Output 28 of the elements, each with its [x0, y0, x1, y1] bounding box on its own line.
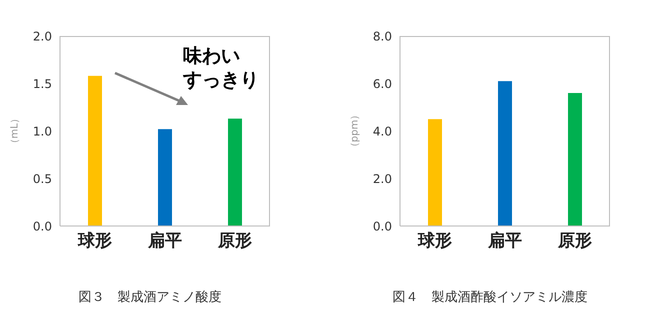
x-tick-label: 原形 [217, 231, 252, 252]
y-tick-label: 2.0 [372, 172, 392, 186]
y-tick-label: 2.0 [32, 29, 52, 44]
bar [428, 119, 442, 226]
bar [228, 118, 242, 226]
y-tick-label: 8.0 [372, 29, 392, 44]
y-tick-label: 6.0 [372, 76, 392, 91]
y-tick-label: 0.0 [32, 219, 52, 234]
annotation: 味わい [183, 44, 240, 68]
y-tick-label: 1.5 [32, 76, 52, 91]
annotation: すっきり [183, 68, 259, 92]
text: 図３ 製成酒アミノ酸度 [78, 289, 222, 306]
y-tick-label: 0.5 [32, 172, 52, 186]
text: 図４ 製成酒酢酸イソアミル濃度 [392, 289, 588, 306]
y-tick-label: 1.0 [32, 124, 52, 138]
y-tick-label: 4.0 [372, 124, 392, 138]
x-tick-label: 球形 [417, 231, 452, 252]
x-tick-label: 球形 [77, 231, 112, 252]
bar [568, 93, 582, 226]
y-axis-title: （ppm） [350, 110, 361, 152]
x-tick-label: 原形 [557, 231, 592, 252]
bar [158, 129, 172, 226]
bar [498, 81, 512, 226]
x-tick-label: 扁平 [147, 231, 182, 252]
bar [88, 76, 102, 226]
y-axis-title: （mL） [10, 113, 21, 149]
x-tick-label: 扁平 [487, 231, 522, 252]
y-tick-label: 0.0 [372, 219, 392, 234]
